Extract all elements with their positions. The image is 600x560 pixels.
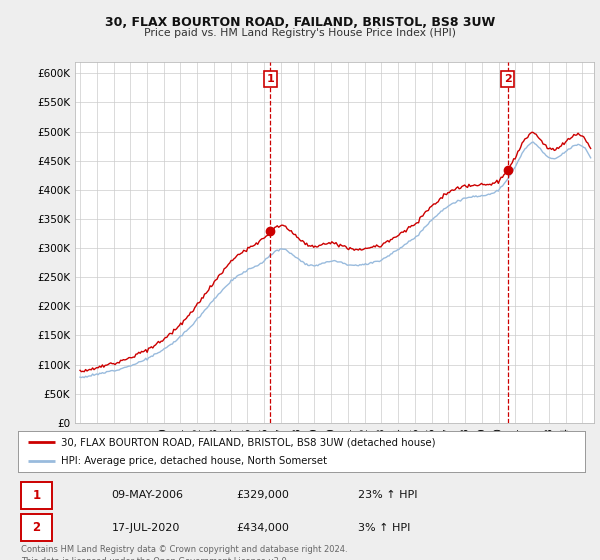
Text: 2: 2 xyxy=(32,521,40,534)
Text: 3% ↑ HPI: 3% ↑ HPI xyxy=(358,523,410,533)
FancyBboxPatch shape xyxy=(21,482,52,509)
Text: HPI: Average price, detached house, North Somerset: HPI: Average price, detached house, Nort… xyxy=(61,456,326,465)
Text: £434,000: £434,000 xyxy=(236,523,289,533)
Text: 1: 1 xyxy=(32,489,40,502)
Text: £329,000: £329,000 xyxy=(236,491,289,500)
Text: 17-JUL-2020: 17-JUL-2020 xyxy=(112,523,180,533)
Text: 30, FLAX BOURTON ROAD, FAILAND, BRISTOL, BS8 3UW (detached house): 30, FLAX BOURTON ROAD, FAILAND, BRISTOL,… xyxy=(61,437,435,447)
Text: Price paid vs. HM Land Registry's House Price Index (HPI): Price paid vs. HM Land Registry's House … xyxy=(144,28,456,38)
Text: 2: 2 xyxy=(504,74,511,84)
FancyBboxPatch shape xyxy=(21,514,52,542)
Text: Contains HM Land Registry data © Crown copyright and database right 2024.
This d: Contains HM Land Registry data © Crown c… xyxy=(21,545,347,560)
Text: 30, FLAX BOURTON ROAD, FAILAND, BRISTOL, BS8 3UW: 30, FLAX BOURTON ROAD, FAILAND, BRISTOL,… xyxy=(105,16,495,29)
Text: 1: 1 xyxy=(266,74,274,84)
Text: 23% ↑ HPI: 23% ↑ HPI xyxy=(358,491,418,500)
Text: 09-MAY-2006: 09-MAY-2006 xyxy=(112,491,184,500)
